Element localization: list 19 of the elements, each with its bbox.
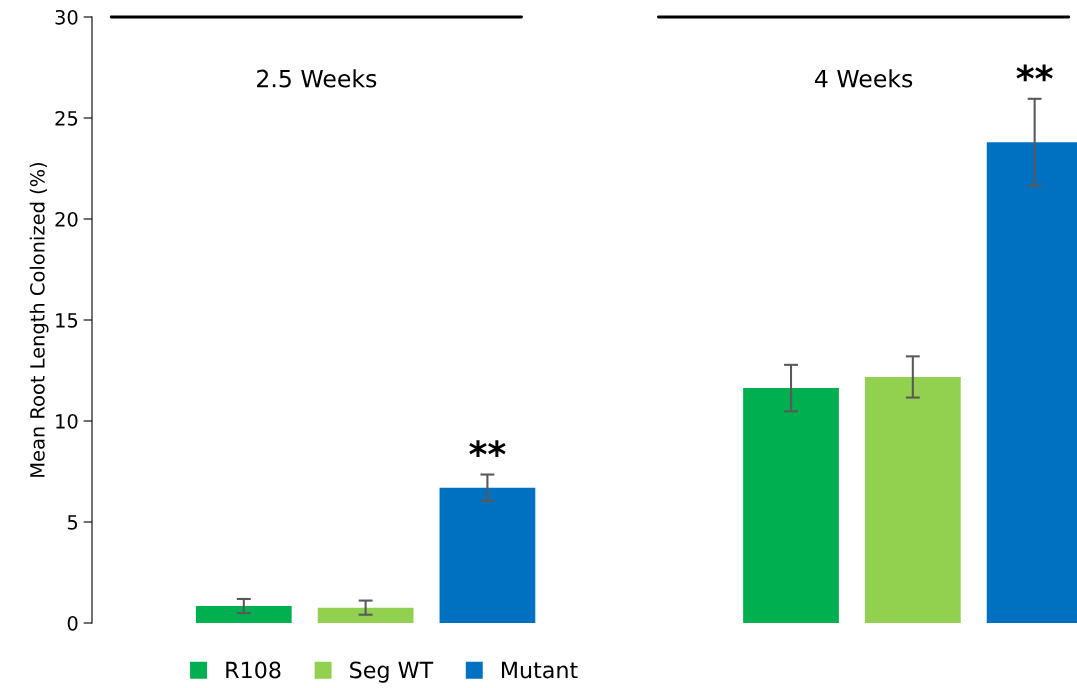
legend-label: Seg WT	[350, 661, 434, 683]
y-tick-label: 0	[67, 615, 78, 631]
legend-label: R108	[226, 661, 281, 679]
y-tick-label: 30	[55, 9, 78, 25]
legend-label: Mutant	[502, 661, 578, 679]
annotation: **	[469, 440, 506, 457]
y-axis-title: Mean Root Length Colonized (%)	[29, 162, 49, 477]
y-tick-label: 10	[56, 413, 78, 429]
bar	[317, 607, 414, 623]
x-tick-label: 2.5 Weeks	[257, 69, 377, 88]
annotation: **	[1016, 64, 1053, 82]
y-tick-label: 20	[55, 211, 78, 227]
y-tick-label: 5	[67, 515, 78, 530]
y-tick-label: 25	[55, 110, 78, 126]
x-tick-label: 4 Weeks	[814, 69, 913, 88]
bar	[195, 606, 292, 623]
y-tick-label: 15	[56, 313, 78, 328]
bar	[743, 388, 839, 623]
bar	[864, 376, 961, 623]
